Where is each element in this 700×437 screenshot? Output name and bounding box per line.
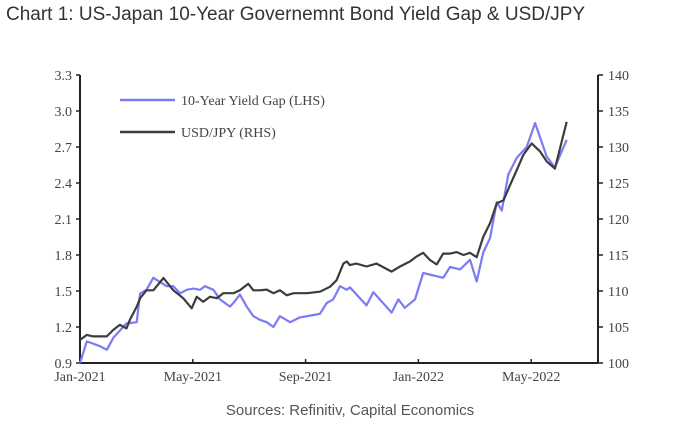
x-tick-label: May-2022 xyxy=(502,370,560,385)
right-tick-label: 120 xyxy=(608,213,629,228)
right-tick-label: 140 xyxy=(608,69,629,84)
x-tick-label: Jan-2021 xyxy=(54,370,105,385)
chart-source: Sources: Refinitiv, Capital Economics xyxy=(225,402,475,419)
legend-label: 10-Year Yield Gap (LHS) xyxy=(181,94,325,109)
left-tick-label: 1.2 xyxy=(55,321,73,336)
x-tick-label: Jan-2022 xyxy=(393,370,444,385)
left-tick-label: 2.7 xyxy=(55,141,73,156)
left-tick-label: 3.3 xyxy=(55,69,73,84)
right-tick-label: 115 xyxy=(608,249,628,264)
right-tick-label: 125 xyxy=(608,177,629,192)
chart-title: Chart 1: US-Japan 10-Year Governemnt Bon… xyxy=(6,4,586,25)
x-tick-label: May-2021 xyxy=(164,370,222,385)
left-tick-label: 3.0 xyxy=(55,105,73,120)
x-tick-label: Sep-2021 xyxy=(279,370,333,385)
left-tick-label: 2.1 xyxy=(55,213,73,228)
left-tick-label: 1.5 xyxy=(55,285,73,300)
right-tick-label: 110 xyxy=(608,285,628,300)
right-tick-label: 135 xyxy=(608,105,629,120)
series-line-yield-gap xyxy=(78,121,568,364)
right-tick-label: 130 xyxy=(608,141,629,156)
left-tick-label: 2.4 xyxy=(55,177,73,192)
right-tick-label: 105 xyxy=(608,321,629,336)
left-tick-label: 0.9 xyxy=(55,357,73,372)
series-line-usdjpy xyxy=(79,121,568,341)
left-tick-label: 1.8 xyxy=(55,249,73,264)
legend-label: USD/JPY (RHS) xyxy=(181,126,276,141)
right-tick-label: 100 xyxy=(608,357,629,372)
